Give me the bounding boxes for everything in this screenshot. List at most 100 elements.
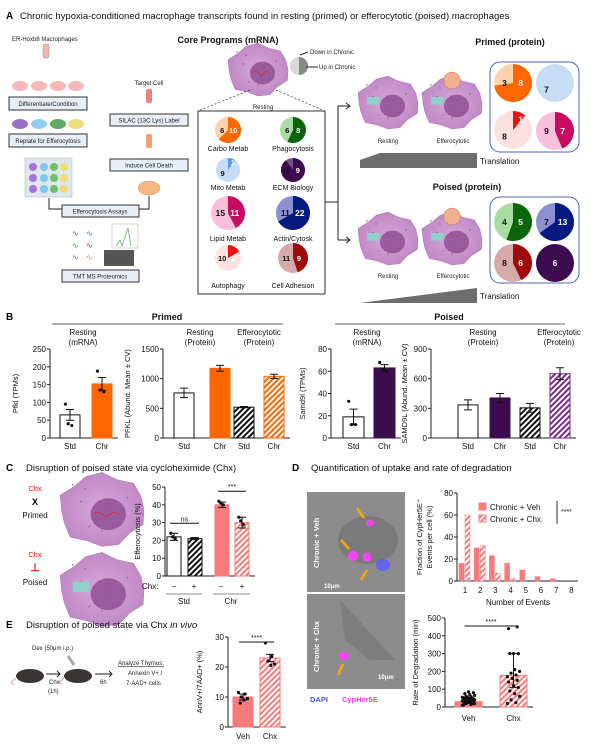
pie-up-count: 13 <box>558 217 568 227</box>
data-point <box>470 702 474 706</box>
chart-subtitle: Resting <box>469 328 496 337</box>
error-bar <box>240 406 248 409</box>
chart-subtitle: (mRNA) <box>69 338 98 347</box>
program-label: ECM Biology <box>273 185 314 192</box>
data-point <box>349 423 354 427</box>
x-tick-label: Veh <box>462 714 476 723</box>
data-point <box>509 698 513 702</box>
svg-text:∿: ∿ <box>72 241 79 250</box>
bar <box>233 406 255 439</box>
y-axis-label: Efferocytosis (%) <box>133 503 142 560</box>
legend-label: Chronic + Veh <box>490 503 540 512</box>
pie-up-count: 9 <box>296 166 300 175</box>
x-tick-label: 7 <box>554 586 559 595</box>
pie-ecm-biology: 6 <box>536 244 574 282</box>
legend-up: Up in Chronic <box>319 65 355 71</box>
translation-bar-primed <box>360 153 477 168</box>
chart-subtitle: Resting <box>186 328 213 337</box>
dish-icon <box>137 180 161 196</box>
y-axis-label: PFKL (Abund. Mean ± CV) <box>123 349 132 438</box>
y-tick-label: 300 <box>414 404 428 413</box>
nucleus-icon <box>443 230 470 254</box>
scale-bar-label: 10μm <box>378 675 394 681</box>
data-point <box>516 685 521 690</box>
chx-step-label: Chx <box>49 680 60 686</box>
data-point <box>269 663 273 668</box>
readout-line-1: Annexin V+ / <box>128 671 163 677</box>
chart-subtitle: (mRNA) <box>353 338 382 347</box>
y-tick-label: 40 <box>318 390 327 399</box>
bar-veh <box>458 563 465 582</box>
x-tick-label: Std <box>64 442 76 451</box>
pie-up-count: 11 <box>230 208 239 218</box>
y-tick-label: 40 <box>444 533 453 542</box>
chart-subtitle: (Protein) <box>185 338 216 347</box>
data-point <box>238 701 242 705</box>
x-tick-label: 3 <box>493 586 498 595</box>
chart-e1: 0 10 20 30 AnnV+/7AAD+ (%) Veh Chx **** <box>195 633 286 741</box>
bar <box>91 383 113 439</box>
program-label: Actin/Cytosk <box>274 236 313 243</box>
chx-time-label: (1h) <box>48 689 59 695</box>
pie-up-count: 1 <box>518 114 523 124</box>
bar-veh <box>549 578 556 582</box>
y-tick-label: 400 <box>428 632 442 641</box>
y-tick-label: 80 <box>444 489 453 498</box>
target-cell-label: Target Cell <box>135 81 164 87</box>
flask-icon <box>146 89 152 103</box>
chart-subtitle: Efferocytotic <box>537 328 581 337</box>
data-point <box>468 692 472 697</box>
data-point <box>192 537 196 541</box>
primed-cells <box>357 71 483 130</box>
nucleus-icon <box>90 498 126 531</box>
dish-row-2 <box>12 119 84 129</box>
pie-actin-cytosk: 7 13 <box>536 203 574 241</box>
pie-up-count: 2 <box>231 254 235 263</box>
bar <box>234 522 250 577</box>
data-point <box>98 388 102 392</box>
x-tick-label: Chr <box>268 442 281 451</box>
syringe-icon <box>66 655 76 666</box>
chx-sign: – <box>172 582 177 591</box>
pie-down-count: 1 <box>286 166 290 175</box>
x-tick-label: Veh <box>236 732 250 741</box>
y-tick-label: 0 <box>42 434 47 443</box>
wait-label: 6h <box>100 680 107 686</box>
mouse-icon <box>10 669 44 685</box>
y-tick-label: 500 <box>428 614 442 623</box>
y-tick-label: 80 <box>318 345 327 354</box>
silac-label: SILAC (13C Lys) Label <box>118 119 179 125</box>
x-tick-label: 8 <box>569 586 574 595</box>
inhibit-icon: ⊥ <box>30 562 40 574</box>
scale-bar-label: 10μm <box>324 584 340 590</box>
data-point <box>236 690 241 695</box>
y-tick-label: 60 <box>318 367 327 376</box>
dapi-label: DAPI <box>310 695 328 704</box>
svg-text:∿: ∿ <box>86 229 93 238</box>
chart-d2: 0 100 200 300 400 500 Rate of Degradation (min… <box>411 614 533 723</box>
data-point <box>466 690 471 694</box>
data-point <box>471 691 476 695</box>
pie-up-count: 8 <box>296 126 300 135</box>
bar-chx <box>510 578 516 582</box>
data-point <box>95 369 100 373</box>
pie-up-count: 5 <box>518 217 523 227</box>
nucleus-icon <box>379 230 406 254</box>
y-tick-label: 10 <box>215 693 224 702</box>
pie-down-count: 8 <box>502 258 507 268</box>
panel-a-label: A <box>6 11 13 22</box>
program-label: Cell Adhesion <box>272 283 315 290</box>
cypher5e-label: CypHer5E <box>342 695 378 704</box>
well-plate-icon <box>24 157 73 198</box>
data-point <box>515 678 519 682</box>
significance-label: ns <box>181 516 189 523</box>
y-tick-label: 0 <box>423 434 428 443</box>
resting-cell-icon <box>227 42 289 97</box>
x-tick-label: Std <box>238 442 250 451</box>
data-point <box>239 519 243 523</box>
chart-subtitle: Efferocytotic <box>237 328 281 337</box>
resting-label: Resting <box>253 105 273 111</box>
